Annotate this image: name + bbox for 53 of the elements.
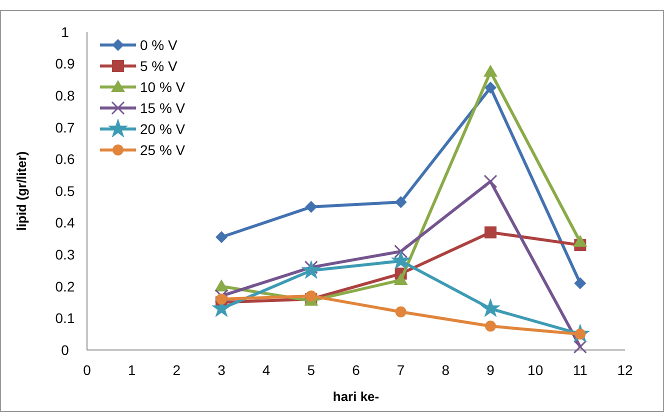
y-tick-label: 0 [61, 342, 70, 358]
point [394, 273, 408, 286]
point [574, 277, 586, 290]
y-tick-label: 0.3 [55, 246, 75, 262]
x-tick-label: 9 [486, 362, 495, 378]
y-tick-label: 0.8 [55, 88, 75, 104]
y-tick-label: 1 [61, 24, 70, 40]
point [216, 294, 227, 305]
point [485, 320, 496, 332]
x-tick-label: 5 [307, 362, 316, 378]
x-tick-label: 3 [218, 362, 226, 378]
x-tick-label: 12 [617, 362, 633, 378]
legend-label: 5 % V [140, 58, 178, 74]
y-tick-label: 0.2 [55, 278, 75, 294]
y-axis-title: lipid (gr/liter) [14, 151, 29, 231]
x-tick-label: 2 [172, 362, 181, 378]
point [394, 244, 408, 258]
x-tick-label: 0 [83, 362, 92, 378]
point [305, 200, 318, 213]
y-tick-label: 0.4 [55, 214, 75, 231]
legend-label: 10 % V [140, 78, 186, 95]
point [216, 231, 228, 244]
y-tick-label: 0.9 [55, 56, 75, 72]
point [214, 279, 228, 292]
legend-label: 25 % V [140, 142, 186, 158]
legend-label: 20 % V [140, 120, 186, 137]
point [394, 196, 407, 208]
x-tick-label: 4 [262, 362, 270, 378]
legend-label: 0 % V [140, 36, 178, 53]
x-tick-label: 7 [396, 362, 405, 378]
y-tick-label: 0.1 [55, 310, 75, 326]
point [214, 289, 228, 303]
point [484, 82, 496, 94]
x-tick-label: 6 [352, 362, 360, 378]
legend-label: 15 % V [140, 100, 186, 116]
x-tick-label: 1 [128, 362, 136, 378]
point [395, 306, 406, 318]
point [573, 234, 588, 247]
point [484, 64, 498, 77]
x-tick-label: 11 [572, 362, 588, 378]
x-tick-label: 8 [442, 362, 450, 378]
point [302, 260, 321, 279]
point [484, 226, 496, 238]
point [391, 250, 410, 270]
x-axis-title: hari ke- [332, 389, 380, 404]
point [306, 290, 317, 302]
point [480, 298, 500, 317]
point [573, 340, 587, 354]
point [484, 174, 498, 188]
x-tick-label: 10 [528, 362, 544, 378]
y-tick-label: 0.6 [55, 151, 75, 168]
y-tick-label: 0.5 [55, 182, 75, 199]
y-tick-label: 0.7 [55, 119, 75, 136]
